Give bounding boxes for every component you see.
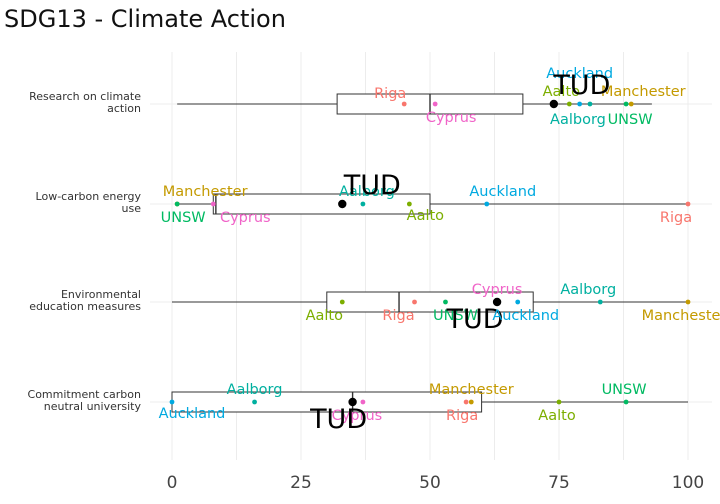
y-category-label-line: action — [107, 102, 141, 115]
university-label: Aalborg — [227, 382, 283, 398]
university-label: UNSW — [608, 112, 653, 128]
x-tick-label: 0 — [167, 473, 178, 493]
point-layer — [169, 99, 691, 407]
y-category-label-line: neutral university — [44, 400, 142, 413]
university-point — [628, 101, 634, 107]
university-point — [623, 101, 629, 107]
university-label: Manchester — [429, 382, 514, 398]
tud-label: TUD — [309, 404, 367, 435]
university-label: Auckland — [159, 406, 226, 422]
university-label: Cyprus — [426, 110, 477, 126]
university-point — [169, 399, 175, 405]
university-point — [587, 101, 593, 107]
y-category-label: Environmental education measures — [29, 288, 141, 313]
university-point — [556, 399, 562, 405]
university-point — [597, 299, 603, 305]
university-point — [484, 201, 490, 207]
university-label: Aalto — [543, 84, 581, 100]
x-tick-label: 50 — [419, 473, 441, 493]
university-point — [463, 399, 469, 405]
tud-point — [492, 297, 502, 307]
y-category-label-line: Low-carbon energy — [36, 190, 142, 203]
university-point — [401, 101, 407, 107]
university-point — [432, 101, 438, 107]
university-point — [360, 201, 366, 207]
university-label: Aalto — [306, 308, 344, 324]
university-point — [685, 299, 691, 305]
university-point — [412, 299, 417, 305]
university-label: Auckland — [546, 66, 613, 82]
university-point — [174, 201, 180, 207]
university-label: Riga — [446, 408, 478, 424]
y-category-label: Low-carbon energy use — [36, 190, 142, 215]
x-tick-label: 100 — [672, 473, 704, 493]
tud-label: TUD — [343, 170, 401, 201]
y-category-label-line: Commitment carbon — [28, 388, 141, 401]
university-label: Cyprus — [472, 282, 523, 298]
label-layer: Auckland Aalto Manchester Riga Cyprus Aalborg… — [159, 66, 720, 435]
university-label: Riga — [660, 210, 692, 226]
university-label: Aalborg — [550, 112, 606, 128]
university-label: Aalto — [538, 408, 576, 424]
university-point — [339, 299, 345, 305]
university-label: Manchester — [163, 184, 248, 200]
tud-label: TUD — [446, 304, 504, 335]
university-point — [566, 101, 572, 107]
university-point — [406, 201, 412, 207]
university-point — [252, 399, 257, 405]
tud-point — [549, 99, 559, 109]
university-label: Auckland — [469, 184, 536, 200]
y-category-label: Research on climate action — [29, 90, 141, 115]
y-category-label-line: education measures — [29, 300, 141, 313]
tud-point — [348, 397, 357, 407]
axis-layer: 0 25 50 75 100 Research on climate action Low-c… — [28, 90, 705, 493]
university-label: Auckland — [492, 308, 559, 324]
university-point — [623, 399, 629, 405]
university-label: Riga — [382, 308, 414, 324]
x-tick-label: 75 — [548, 473, 570, 493]
university-label: Aalborg — [560, 282, 616, 298]
y-category-label-line: use — [122, 202, 142, 215]
tud-label: TUD — [552, 70, 610, 101]
university-label: Cyprus — [220, 210, 271, 226]
university-label: UNSW — [433, 308, 478, 324]
university-label: UNSW — [602, 382, 647, 398]
university-point — [685, 201, 691, 207]
university-label: Aalborg — [339, 184, 395, 200]
university-point — [210, 201, 216, 207]
x-tick-label: 25 — [290, 473, 312, 493]
university-label: Cyprus — [332, 408, 383, 424]
university-point — [577, 101, 583, 107]
university-point — [360, 399, 366, 405]
y-category-label-line: Environmental — [61, 288, 141, 301]
university-point — [443, 299, 448, 305]
university-point — [468, 399, 474, 405]
university-label: Aalto — [407, 208, 445, 224]
tud-point — [338, 199, 347, 209]
university-label: Manchester — [642, 308, 720, 324]
box-iqr — [326, 291, 534, 313]
university-label: Manchester — [601, 84, 686, 100]
chart-title: SDG13 - Climate Action — [4, 5, 286, 33]
university-label: Riga — [374, 86, 406, 102]
university-point — [515, 299, 521, 305]
y-category-label: Commitment carbon neutral university — [28, 388, 142, 413]
university-label: UNSW — [161, 210, 206, 226]
y-category-label-line: Research on climate — [29, 90, 141, 103]
